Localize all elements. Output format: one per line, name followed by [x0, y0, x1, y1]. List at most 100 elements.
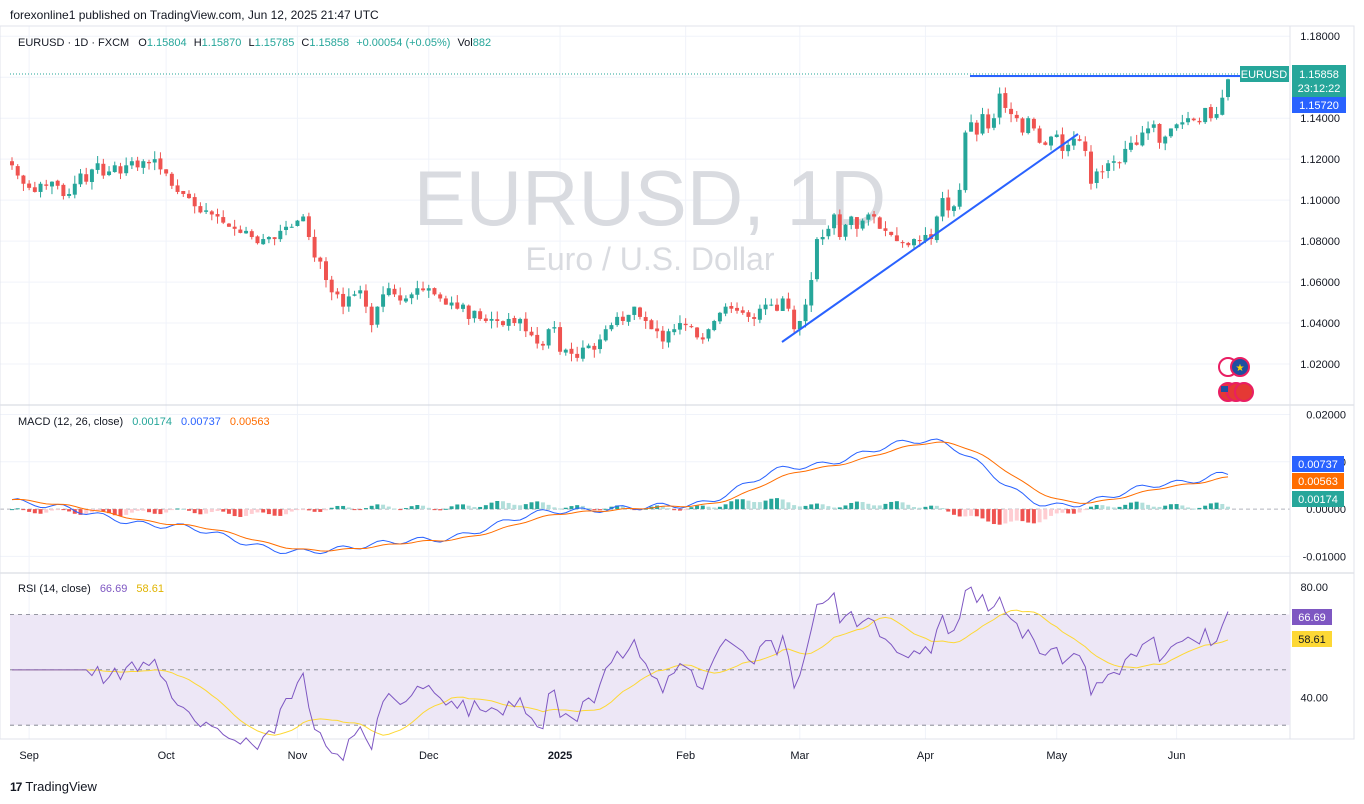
macd-histogram-bar	[1049, 509, 1054, 516]
candle	[232, 219, 237, 236]
candle	[284, 220, 289, 236]
candle-body	[1049, 136, 1054, 146]
macd-histogram-bar	[780, 499, 785, 510]
candle-body	[10, 161, 14, 166]
candle	[523, 312, 528, 338]
candle	[980, 107, 985, 136]
candle-body	[552, 327, 557, 329]
candle-body	[1066, 144, 1071, 152]
candle-body	[1214, 114, 1219, 118]
candle-body	[500, 321, 505, 326]
us-flag-event-icon[interactable]	[1218, 382, 1254, 402]
candle-body	[609, 325, 614, 330]
candle-body	[204, 210, 209, 212]
candle-body	[478, 311, 483, 319]
svg-text:58.61: 58.61	[1298, 634, 1326, 646]
price-tick-label: 1.10000	[1300, 195, 1340, 207]
economic-event-icon[interactable]: ★	[1218, 357, 1250, 377]
candle	[363, 284, 368, 314]
candle-body	[660, 330, 665, 342]
candle-body	[141, 161, 146, 168]
candle	[1111, 155, 1116, 171]
candle	[186, 190, 191, 199]
macd-histogram-bar	[1220, 503, 1225, 510]
candle-body	[529, 331, 534, 336]
macd-histogram-bar	[112, 509, 117, 516]
published-header: forexonline1 published on TradingView.co…	[10, 8, 379, 22]
price-tick-label: 1.02000	[1300, 359, 1340, 371]
macd-histogram-bar	[986, 509, 991, 522]
candle	[158, 152, 163, 175]
macd-histogram-bar	[563, 507, 568, 510]
macd-histogram-bar	[592, 509, 597, 511]
macd-histogram-bar	[341, 505, 346, 510]
candle-body	[889, 231, 894, 235]
candle	[255, 235, 260, 245]
time-axis[interactable]: Sep Oct Nov Dec 2025 Feb Mar Apr May Jun	[19, 750, 1185, 762]
candle-body	[598, 339, 603, 350]
macd-histogram-bar	[552, 507, 557, 510]
candle-body	[432, 288, 437, 295]
macd-pane[interactable]	[10, 438, 1230, 555]
candle	[118, 162, 123, 180]
macd-histogram-bar	[175, 508, 180, 510]
rsi-ma-value-tag: 58.61	[1292, 631, 1332, 647]
rsi-pane[interactable]	[10, 586, 1290, 762]
candle	[957, 183, 962, 210]
candle	[683, 318, 688, 331]
macd-histogram-bar	[226, 509, 231, 514]
tradingview-logo[interactable]: 17 TradingView	[10, 779, 97, 794]
macd-histogram-bar	[512, 504, 517, 510]
candle	[837, 209, 842, 240]
candle-body	[152, 159, 157, 163]
candle	[563, 348, 568, 356]
macd-histogram-bar	[335, 505, 340, 510]
tradingview-logo-text: TradingView	[25, 779, 97, 794]
candle-body	[832, 214, 837, 229]
svg-text:0.00737: 0.00737	[1298, 459, 1338, 471]
macd-histogram-bar	[1186, 507, 1191, 510]
macd-histogram-bar	[620, 506, 625, 510]
macd-value-tag: 0.00737	[1292, 456, 1344, 472]
candle-body	[1014, 114, 1019, 119]
candle-body	[883, 228, 888, 231]
macd-histogram-bar	[1134, 501, 1139, 510]
macd-histogram-bar	[318, 509, 323, 512]
macd-histogram-bar	[1117, 506, 1122, 510]
macd-histogram-bar	[1060, 509, 1065, 513]
time-tick-label: Apr	[917, 750, 934, 762]
candle-body	[1077, 139, 1082, 141]
candle	[72, 175, 77, 199]
rsi-axis[interactable]: 40.00 80.00	[1300, 582, 1328, 705]
macd-histogram-bar	[198, 509, 203, 515]
candle	[1003, 87, 1008, 113]
candle-body	[512, 318, 517, 324]
trend-line[interactable]	[781, 133, 1079, 343]
candle-body	[32, 187, 37, 192]
candle	[449, 296, 454, 310]
candle	[312, 229, 317, 262]
candle	[1214, 106, 1219, 120]
candle-body	[580, 347, 585, 359]
candle	[860, 218, 865, 231]
macd-histogram-bar	[181, 508, 186, 510]
macd-histogram-bar	[569, 506, 574, 510]
candle-body	[769, 304, 774, 306]
candle-body	[27, 183, 32, 188]
candle	[78, 169, 83, 188]
candle	[735, 302, 740, 314]
macd-histogram-bar	[963, 509, 968, 517]
candle-body	[620, 316, 625, 322]
macd-histogram-bar	[763, 500, 768, 510]
price-pane[interactable]	[10, 78, 1230, 362]
candle-body	[175, 185, 180, 192]
candle	[295, 219, 300, 227]
macd-histogram-bar	[1071, 509, 1076, 514]
candle	[792, 305, 797, 333]
candle	[489, 311, 494, 329]
candle-body	[849, 216, 854, 225]
candle-body	[683, 323, 688, 326]
candle	[398, 287, 403, 305]
macd-histogram-bar	[792, 505, 797, 510]
